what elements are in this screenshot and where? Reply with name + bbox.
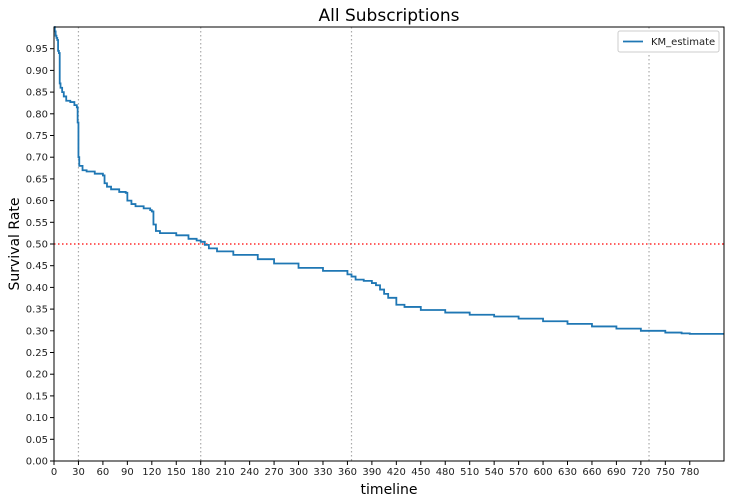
y-tick-label-18: 0.90 bbox=[26, 66, 48, 77]
series-line-0 bbox=[53, 26, 724, 335]
y-tick-label-5: 0.25 bbox=[26, 348, 48, 359]
y-tick-label-2: 0.10 bbox=[26, 413, 48, 424]
x-tick-label-6: 180 bbox=[191, 467, 210, 478]
x-tick-label-19: 570 bbox=[509, 467, 528, 478]
x-tick-label-3: 90 bbox=[121, 467, 134, 478]
y-tick-label-13: 0.65 bbox=[26, 174, 48, 185]
y-tick-label-15: 0.75 bbox=[26, 131, 48, 142]
legend-label: KM_estimate bbox=[651, 37, 715, 48]
y-tick-label-8: 0.40 bbox=[26, 283, 48, 294]
x-tick-label-21: 630 bbox=[558, 467, 577, 478]
y-tick-label-17: 0.85 bbox=[26, 88, 48, 99]
x-tick-label-17: 510 bbox=[460, 467, 479, 478]
x-tick-label-20: 600 bbox=[534, 467, 553, 478]
y-tick-label-10: 0.50 bbox=[26, 240, 48, 251]
x-tick-label-8: 240 bbox=[240, 467, 259, 478]
x-tick-label-11: 330 bbox=[313, 467, 332, 478]
x-tick-label-13: 390 bbox=[362, 467, 381, 478]
x-tick-label-23: 690 bbox=[607, 467, 626, 478]
y-tick-label-1: 0.05 bbox=[26, 435, 48, 446]
x-tick-label-26: 780 bbox=[680, 467, 699, 478]
y-tick-label-4: 0.20 bbox=[26, 370, 48, 381]
y-tick-label-3: 0.15 bbox=[26, 391, 48, 402]
x-tick-label-16: 480 bbox=[436, 467, 455, 478]
x-tick-label-22: 660 bbox=[582, 467, 601, 478]
x-tick-label-14: 420 bbox=[387, 467, 406, 478]
y-tick-label-0: 0.00 bbox=[26, 457, 48, 468]
x-tick-label-5: 150 bbox=[167, 467, 186, 478]
y-tick-label-6: 0.30 bbox=[26, 326, 48, 337]
x-axis-ticks: 0 30 60 90 120 150 180 210 240 270 300 330 360 390 420… bbox=[51, 461, 699, 478]
y-tick-label-7: 0.35 bbox=[26, 305, 48, 316]
x-tick-label-25: 750 bbox=[656, 467, 675, 478]
x-axis-title: timeline bbox=[361, 482, 418, 498]
x-tick-label-7: 210 bbox=[216, 467, 235, 478]
x-tick-label-4: 120 bbox=[142, 467, 161, 478]
x-tick-label-1: 30 bbox=[72, 467, 85, 478]
x-tick-label-12: 360 bbox=[338, 467, 357, 478]
series-group bbox=[53, 26, 724, 335]
x-tick-label-10: 300 bbox=[289, 467, 308, 478]
x-tick-label-9: 270 bbox=[265, 467, 284, 478]
x-tick-label-24: 720 bbox=[631, 467, 650, 478]
x-tick-label-15: 450 bbox=[411, 467, 430, 478]
x-tick-label-18: 540 bbox=[485, 467, 504, 478]
legend-box bbox=[617, 30, 720, 53]
y-tick-label-16: 0.80 bbox=[26, 109, 48, 120]
y-tick-label-19: 0.95 bbox=[26, 44, 48, 55]
chart-title: All Subscriptions bbox=[319, 6, 460, 26]
y-tick-label-12: 0.60 bbox=[26, 196, 48, 207]
y-tick-label-14: 0.70 bbox=[26, 153, 48, 164]
reference-lines bbox=[54, 27, 724, 461]
x-tick-label-2: 60 bbox=[97, 467, 110, 478]
y-tick-label-11: 0.55 bbox=[26, 218, 48, 229]
y-axis-title: Survival Rate bbox=[7, 198, 23, 291]
y-axis-ticks: 0.00 0.05 0.10 0.15 0.20 0.25 0.30 0.35 0.40 0.45… bbox=[26, 44, 54, 468]
y-tick-label-9: 0.45 bbox=[26, 261, 48, 272]
x-tick-label-0: 0 bbox=[51, 467, 57, 478]
legend: KM_estimate bbox=[617, 30, 720, 53]
